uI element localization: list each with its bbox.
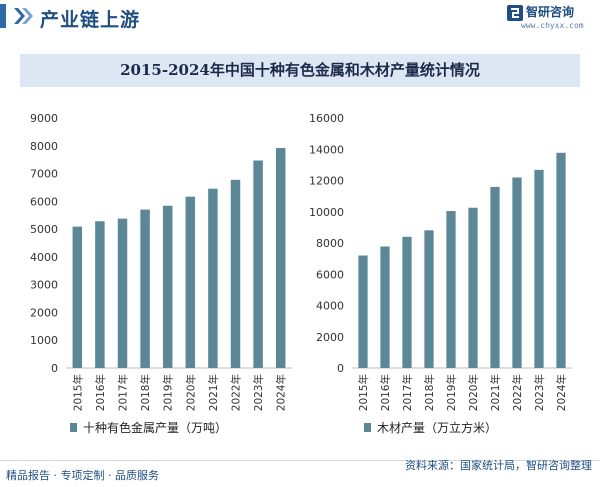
- y-tick-label: 5000: [30, 223, 58, 236]
- bar-2017年: [117, 218, 128, 368]
- company-url: www.chyxx.com: [521, 21, 584, 30]
- x-tick-label: 2020年: [184, 374, 197, 411]
- bar-2016年: [95, 221, 105, 368]
- legend-label: 十种有色金属产量（万吨）: [83, 420, 227, 435]
- bar-2019年: [446, 211, 456, 368]
- legend-swatch: [364, 423, 371, 432]
- bar-2018年: [140, 209, 150, 368]
- x-tick-label: 2018年: [139, 374, 152, 411]
- bar-2015年: [72, 226, 83, 368]
- y-tick-label: 8000: [316, 237, 344, 250]
- x-tick-label: 2015年: [71, 374, 84, 411]
- x-tick-label: 2015年: [357, 374, 370, 411]
- nonferrous-metal-chart: 0 1000 2000 3000 4000 5000 6000 7000 8000 9000 201…: [30, 112, 292, 435]
- footer-slogan: 精品报告 · 专项定制 · 品质服务: [6, 469, 159, 482]
- bar-2015年: [358, 255, 368, 368]
- x-tick-label: 2016年: [379, 374, 392, 411]
- y-tick-label: 6000: [316, 268, 344, 281]
- bar-2022年: [230, 179, 241, 368]
- legend-label: 木材产量（万立方米）: [377, 420, 497, 435]
- y-tick-label: 2000: [30, 306, 58, 319]
- company-logo-icon: [507, 5, 523, 21]
- bar-2018年: [424, 230, 434, 368]
- bar-2022年: [512, 177, 522, 368]
- chart-title: 2015-2024年中国十种有色金属和木材产量统计情况: [120, 61, 480, 79]
- y-tick-label: 16000: [309, 112, 344, 125]
- x-tick-label: 2021年: [489, 374, 502, 411]
- title-band: [20, 54, 580, 87]
- bar-2024年: [556, 152, 566, 368]
- page-header: 产业链上游 智研咨询 www.chyxx.com: [0, 0, 600, 34]
- y-tick-label: 12000: [309, 175, 344, 188]
- y-tick-label: 0: [51, 362, 58, 375]
- x-tick-label: 2024年: [555, 374, 568, 411]
- y-tick-label: 7000: [30, 168, 58, 181]
- y-tick-label: 4000: [30, 251, 58, 264]
- page-footer: [0, 460, 600, 487]
- x-tick-label: 2017年: [401, 374, 414, 411]
- double-chevron-icon: [14, 8, 33, 24]
- legend-swatch: [70, 423, 77, 432]
- x-tick-label: 2021年: [207, 374, 220, 411]
- bar-2023年: [534, 169, 544, 368]
- bar-2021年: [208, 188, 218, 368]
- bar-2016年: [380, 246, 390, 368]
- bar-2023年: [253, 160, 263, 368]
- data-source: 资料来源：国家统计局，智研咨询整理: [405, 459, 592, 472]
- y-tick-label: 14000: [309, 143, 344, 156]
- x-tick-label: 2024年: [275, 374, 288, 411]
- x-tick-label: 2022年: [230, 374, 243, 411]
- x-tick-label: 2022年: [511, 374, 524, 411]
- x-tick-label: 2023年: [252, 374, 265, 411]
- x-tick-label: 2019年: [445, 374, 458, 411]
- bar-2019年: [162, 205, 173, 368]
- x-tick-label: 2019年: [162, 374, 175, 411]
- bar-2020年: [185, 196, 196, 368]
- company-name: 智研咨询: [526, 5, 575, 19]
- bar-2021年: [490, 186, 500, 368]
- x-tick-label: 2017年: [117, 374, 130, 411]
- bar-2024年: [275, 148, 286, 368]
- x-tick-label: 2020年: [467, 374, 480, 411]
- y-tick-label: 3000: [30, 279, 58, 292]
- y-tick-label: 1000: [30, 334, 58, 347]
- bar-2017年: [402, 236, 412, 368]
- y-tick-label: 9000: [30, 112, 58, 125]
- y-tick-label: 4000: [316, 300, 344, 313]
- x-tick-label: 2023年: [533, 374, 546, 411]
- y-tick-label: 10000: [309, 206, 344, 219]
- bar-2020年: [468, 207, 478, 368]
- x-tick-label: 2018年: [423, 374, 436, 411]
- y-tick-label: 6000: [30, 195, 58, 208]
- brand-accent-bar: [0, 4, 6, 28]
- timber-chart: 0 2000 4000 6000 8000 10000 12000 14000 16000 201…: [309, 112, 572, 435]
- section-title: 产业链上游: [40, 9, 141, 31]
- x-tick-label: 2016年: [94, 374, 107, 411]
- y-tick-label: 2000: [316, 331, 344, 344]
- y-tick-label: 8000: [30, 140, 58, 153]
- y-tick-label: 0: [337, 362, 344, 375]
